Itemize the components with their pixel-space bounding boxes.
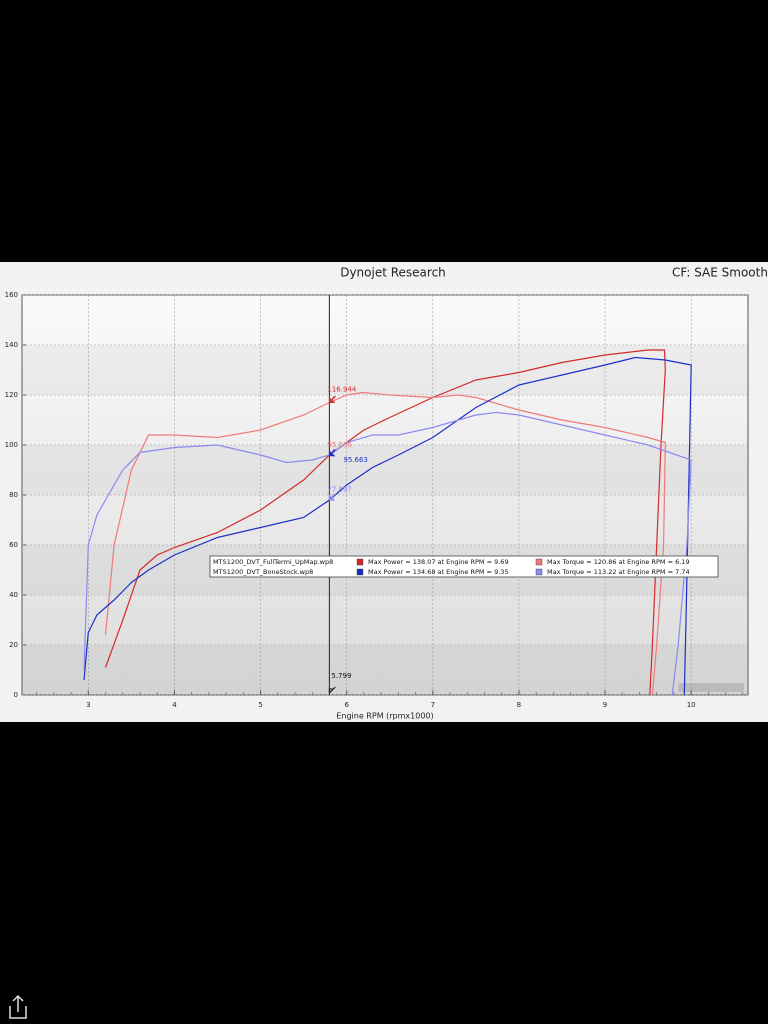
legend-swatch: [356, 568, 364, 576]
y-tick-label: 40: [9, 591, 18, 599]
logo: [678, 683, 744, 692]
legend-label: Max Torque = 113.22 at Engine RPM = 7.74: [547, 568, 690, 576]
legend-run: MTS1200_DVT_BoneStock.wp8: [213, 568, 313, 576]
y-tick-label: 60: [9, 541, 18, 549]
x-tick-label: 3: [86, 701, 90, 709]
y-tick-label: 100: [5, 441, 18, 449]
legend-box: [209, 555, 719, 578]
series-line: [104, 349, 666, 696]
y-tick-label: 0: [14, 691, 18, 699]
cursor-marker: [328, 396, 337, 404]
share-icon[interactable]: [9, 994, 27, 1019]
legend-label: Max Torque = 120.86 at Engine RPM = 6.19: [547, 558, 690, 566]
chart-subtitle: CF: SAE Smoothing: [672, 266, 768, 280]
grid-band: [23, 445, 747, 495]
y-tick-label: 20: [9, 641, 18, 649]
legend: MTS1200_DVT_FullTermi_UpMap.wp8 Max Power…: [209, 555, 719, 578]
x-axis-label: Engine RPM (rpmx1000): [336, 712, 433, 721]
grid-band: [23, 345, 747, 395]
cursor-marker: [328, 449, 337, 457]
cursor-x-label: 5.799: [331, 672, 351, 680]
cursor-marker: [328, 493, 337, 501]
y-tick-label: 80: [9, 491, 18, 499]
y-tick-label: 120: [5, 391, 18, 399]
legend-label: Max Power = 138.07 at Engine RPM = 9.69: [368, 558, 509, 566]
legend-swatch: [535, 568, 543, 576]
series-line: [104, 391, 666, 696]
cursor-arrow: [328, 686, 336, 694]
x-tick-label: 9: [603, 701, 607, 709]
x-tick-label: 8: [517, 701, 521, 709]
legend-run: MTS1200_DVT_FullTermi_UpMap.wp8: [213, 558, 333, 566]
legend-swatch: [535, 558, 543, 566]
legend-swatch: [356, 558, 364, 566]
x-tick-label: 5: [258, 701, 262, 709]
x-tick-label: 4: [172, 701, 177, 709]
cursor-value-label: 95.663: [343, 456, 368, 464]
series-line: [83, 411, 692, 696]
y-tick-label: 160: [5, 291, 18, 299]
grid-band: [23, 645, 747, 695]
chart-title: Dynojet Research: [340, 266, 446, 280]
x-tick-label: 7: [431, 701, 435, 709]
legend-label: Max Power = 134.68 at Engine RPM = 9.35: [368, 568, 509, 576]
series-line: [83, 356, 692, 696]
cursor-value-label: 77.897: [327, 485, 352, 493]
cursor-value-label: 95.636: [327, 441, 352, 449]
x-tick-label: 10: [687, 701, 696, 709]
x-tick-label: 6: [344, 701, 349, 709]
y-tick-label: 140: [5, 341, 18, 349]
cursor-value-label: 116.944: [327, 386, 356, 394]
